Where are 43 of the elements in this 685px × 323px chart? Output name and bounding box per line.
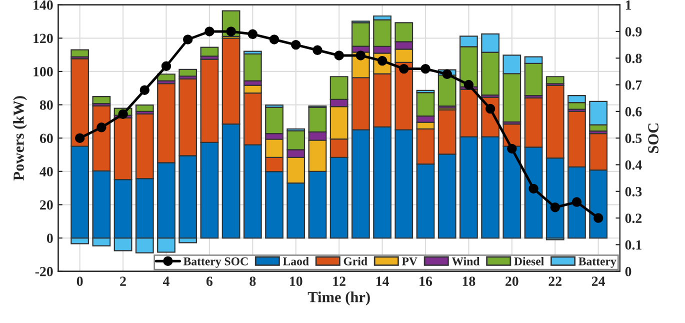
legend-label: PV (402, 258, 418, 266)
x-tick-label: 24 (592, 276, 606, 286)
y2-tick-label: 0.7 (625, 80, 642, 90)
x-tick-label: 0 (76, 276, 83, 286)
y2-tick-label: 0.6 (625, 107, 642, 116)
y-axis-title: Powers (kW) (13, 96, 27, 180)
y-tick-label: 80 (40, 100, 53, 110)
y2-axis-title: SOC (648, 124, 658, 153)
y2-tick-label: 0.9 (625, 27, 642, 37)
legend-label: Laod (282, 257, 309, 266)
x-tick-label: 22 (548, 276, 562, 286)
y2-tick-label: 0 (625, 266, 632, 276)
y2-tick-label: 0.3 (625, 186, 642, 196)
y2-tick-label: 1 (626, 0, 632, 10)
y2-tick-label: 0.8 (625, 54, 642, 64)
y-tick-label: -20 (35, 266, 53, 276)
x-tick-label: 18 (462, 276, 476, 286)
x-axis-title: Time (hr) (308, 292, 370, 306)
y2-tick-label: 0.2 (625, 214, 642, 224)
x-tick-label: 8 (250, 276, 256, 286)
y-tick-label: 140 (34, 0, 53, 10)
x-tick-label: 16 (420, 276, 432, 286)
legend-label: Battery SOC (183, 257, 248, 268)
x-tick-label: 4 (162, 276, 170, 286)
x-tick-label: 6 (206, 276, 213, 286)
y-tick-label: 40 (40, 166, 53, 176)
legend-label: Wind (452, 257, 480, 266)
y-tick-label: 60 (40, 134, 53, 144)
legend-label: Diesel (514, 257, 544, 266)
y2-tick-label: 0.4 (625, 160, 642, 170)
x-tick-label: 12 (333, 276, 346, 286)
x-tick-label: 14 (376, 276, 389, 286)
x-tick-label: 20 (506, 276, 518, 286)
legend-label: Battery (578, 258, 616, 268)
y-tick-label: 100 (34, 67, 53, 76)
y-tick-label: 20 (40, 200, 53, 210)
x-tick-label: 2 (120, 276, 126, 286)
y2-tick-label: 0.5 (625, 134, 642, 144)
x-tick-label: 10 (290, 276, 302, 286)
y-tick-label: 0 (46, 234, 53, 243)
legend-label: Grid (344, 257, 368, 266)
y-tick-label: 120 (34, 34, 53, 44)
y2-tick-label: 0.1 (625, 240, 642, 250)
